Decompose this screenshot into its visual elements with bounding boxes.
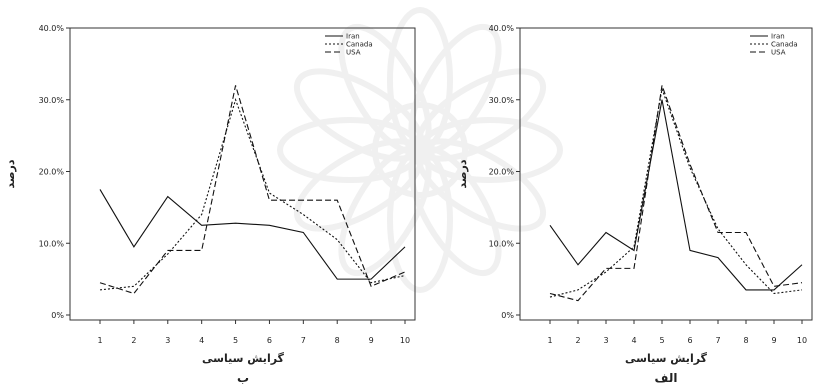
x-tick-label: 2 bbox=[575, 336, 580, 345]
x-tick-label: 3 bbox=[603, 336, 608, 345]
y-tick-label: 10.0% bbox=[489, 239, 515, 248]
y-tick-label: 0% bbox=[501, 311, 514, 320]
x-tick-label: 1 bbox=[547, 336, 552, 345]
x-axis-title: گرایش سیاسی bbox=[625, 352, 708, 365]
y-tick-label: 20.0% bbox=[39, 168, 65, 177]
series-line-iran bbox=[549, 99, 803, 291]
x-tick-label: 5 bbox=[233, 336, 238, 345]
y-tick-label: 0% bbox=[51, 311, 64, 320]
legend-label-iran: Iran bbox=[771, 33, 785, 41]
legend-label-usa: USA bbox=[346, 49, 361, 57]
x-tick-label: 1 bbox=[97, 336, 102, 345]
plot-frame bbox=[519, 27, 813, 321]
x-tick-label: 10 bbox=[797, 336, 807, 345]
x-tick-label: 7 bbox=[301, 336, 306, 345]
x-tick-label: 10 bbox=[400, 336, 410, 345]
x-tick-label: 6 bbox=[687, 336, 692, 345]
legend-label-iran: Iran bbox=[346, 33, 360, 41]
y-axis-title: درصد bbox=[4, 159, 17, 188]
y-tick-label: 30.0% bbox=[39, 96, 65, 105]
series-line-canada bbox=[549, 86, 803, 298]
chart-panel-right: 0% 10.0% 20.0% 30.0% 40.0% 1 2 3 4 5 6 7 8 9 10 IranCan… bbox=[456, 24, 813, 385]
chart-panel-left: 0% 10.0% 20.0% 30.0% 40.0% 1 2 3 4 5 6 7 8 9 10 IranCan… bbox=[4, 24, 416, 385]
x-axis-title: گرایش سیاسی bbox=[202, 352, 285, 365]
y-tick-label: 10.0% bbox=[39, 239, 65, 248]
x-tick-label: 8 bbox=[743, 336, 748, 345]
y-tick-label: 40.0% bbox=[39, 24, 65, 33]
y-axis-title: درصد bbox=[456, 159, 469, 188]
x-tick-label: 8 bbox=[335, 336, 340, 345]
x-tick-label: 9 bbox=[771, 336, 776, 345]
x-tick-label: 9 bbox=[369, 336, 374, 345]
series-line-usa bbox=[99, 85, 406, 295]
legend-label-usa: USA bbox=[771, 49, 786, 57]
panel-label: الف bbox=[655, 371, 678, 385]
legend-label-canada: Canada bbox=[771, 41, 798, 49]
series-line-canada bbox=[99, 97, 406, 291]
series-line-iran bbox=[99, 189, 406, 280]
panel-label: ب bbox=[237, 371, 249, 385]
x-tick-label: 5 bbox=[659, 336, 664, 345]
x-tick-label: 7 bbox=[715, 336, 720, 345]
x-tick-label: 4 bbox=[631, 336, 636, 345]
plot-frame bbox=[69, 27, 416, 321]
x-tick-label: 6 bbox=[267, 336, 272, 345]
y-tick-label: 20.0% bbox=[489, 168, 515, 177]
y-tick-label: 30.0% bbox=[489, 96, 515, 105]
watermark-rosette bbox=[277, 7, 563, 293]
y-tick-label: 40.0% bbox=[489, 24, 515, 33]
x-tick-label: 4 bbox=[199, 336, 204, 345]
series-line-usa bbox=[549, 85, 803, 302]
x-tick-label: 2 bbox=[131, 336, 136, 345]
legend-label-canada: Canada bbox=[346, 41, 373, 49]
x-tick-label: 3 bbox=[165, 336, 170, 345]
